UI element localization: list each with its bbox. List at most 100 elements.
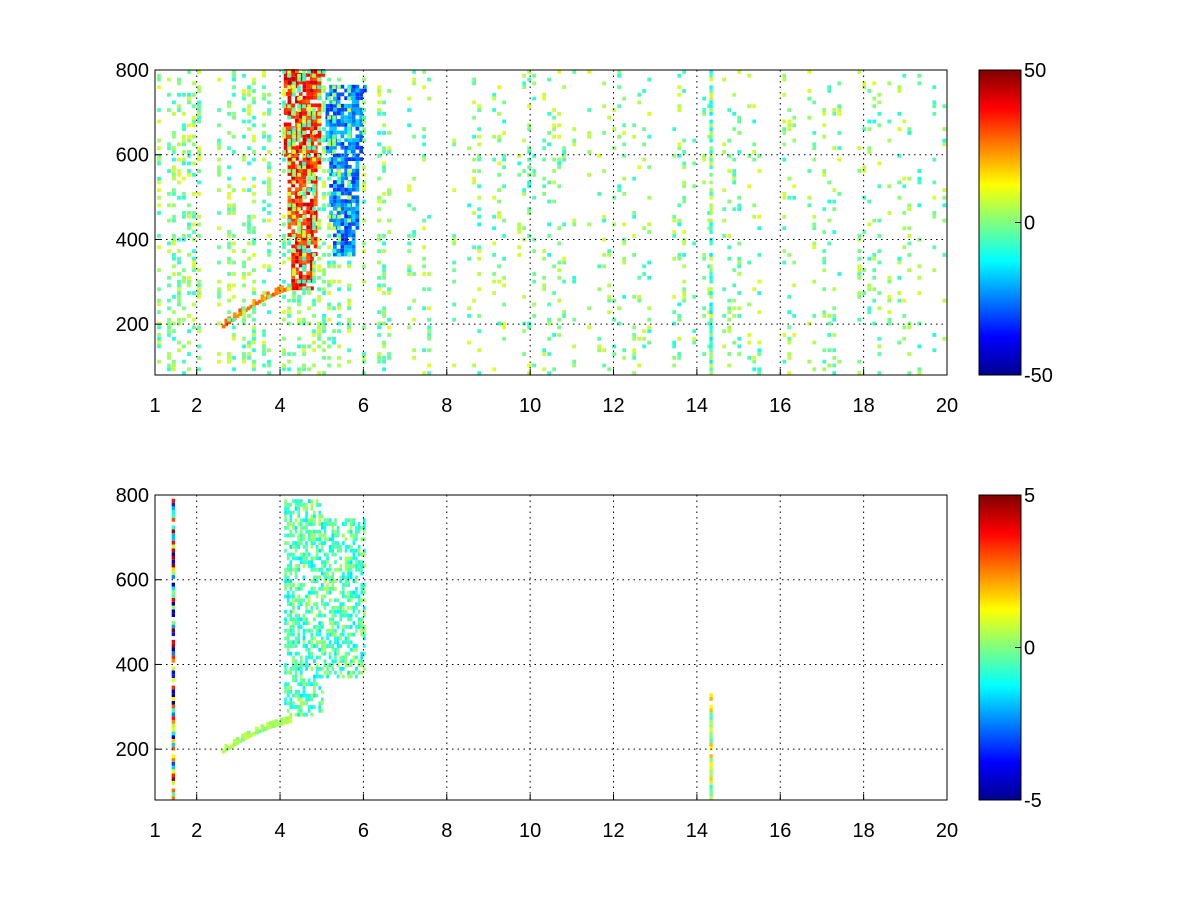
heatmap-cell xyxy=(547,317,551,322)
heatmap-cell xyxy=(334,640,337,645)
heatmap-cell xyxy=(477,184,481,189)
heatmap-cell xyxy=(320,625,324,629)
heatmap-cell xyxy=(295,202,299,207)
heatmap-cell xyxy=(302,321,306,326)
heatmap-cell xyxy=(709,123,713,128)
heatmap-cell xyxy=(157,344,161,349)
heatmap-cell xyxy=(305,514,308,519)
heatmap-cell xyxy=(326,518,329,523)
heatmap-cell xyxy=(242,310,246,314)
heatmap-cell xyxy=(295,153,299,157)
heatmap-cell xyxy=(287,111,292,115)
heatmap-cell xyxy=(252,100,256,105)
heatmap-cell xyxy=(737,272,742,276)
heatmap-cell xyxy=(302,119,306,124)
heatmap-cell xyxy=(271,724,276,728)
heatmap-cell xyxy=(340,180,345,184)
heatmap-cell xyxy=(327,336,331,341)
heatmap-cell xyxy=(344,103,348,108)
heatmap-cell xyxy=(757,348,762,353)
heatmap-cell xyxy=(527,211,531,215)
heatmap-cell xyxy=(382,268,386,273)
heatmap-cell xyxy=(305,617,308,622)
heatmap-cell xyxy=(267,211,271,215)
heatmap-cell xyxy=(377,85,381,90)
heatmap-cell xyxy=(322,138,326,143)
heatmap-cell xyxy=(262,302,266,307)
heatmap-cell xyxy=(252,176,256,181)
heatmap-cell xyxy=(832,188,837,192)
heatmap-cell xyxy=(284,525,287,530)
heatmap-cell xyxy=(286,686,290,690)
heatmap-cell xyxy=(298,194,303,199)
heatmap-cell xyxy=(337,207,341,212)
heatmap-cell xyxy=(230,744,234,749)
heatmap-cell xyxy=(334,552,337,557)
heatmap-cell xyxy=(298,252,303,256)
heatmap-cell xyxy=(306,244,311,249)
heatmap-cell xyxy=(737,260,742,265)
heatmap-cell xyxy=(887,310,892,314)
heatmap-cell xyxy=(307,560,311,565)
heatmap-cell xyxy=(283,84,288,89)
heatmap-cell xyxy=(297,96,301,101)
heatmap-cell xyxy=(344,567,348,572)
heatmap-cell xyxy=(267,108,271,112)
heatmap-cell xyxy=(167,275,171,280)
heatmap-cell xyxy=(284,586,287,591)
heatmap-cell xyxy=(357,670,361,675)
heatmap-cell xyxy=(363,609,366,614)
heatmap-cell xyxy=(344,149,348,154)
heatmap-cell xyxy=(347,306,351,311)
heatmap-cell xyxy=(326,632,329,637)
heatmap-cell xyxy=(637,363,642,368)
heatmap-cell xyxy=(282,720,287,725)
heatmap-cell xyxy=(315,548,319,553)
heatmap-cell xyxy=(522,188,526,192)
x-tick-label: 1 xyxy=(149,820,160,842)
heatmap-cell xyxy=(315,632,319,637)
heatmap-cell xyxy=(284,514,287,519)
heatmap-cell xyxy=(291,255,296,260)
heatmap-cell xyxy=(317,133,322,138)
heatmap-cell xyxy=(787,325,792,330)
heatmap-cell xyxy=(757,310,762,314)
heatmap-cell xyxy=(320,586,324,591)
heatmap-cell xyxy=(297,302,301,307)
heatmap-cell xyxy=(412,355,416,360)
heatmap-cell xyxy=(427,287,431,292)
heatmap-cell xyxy=(323,575,327,580)
x-tick-label: 14 xyxy=(686,395,708,417)
heatmap-cell xyxy=(297,77,301,82)
heatmap-cell xyxy=(857,371,862,375)
heatmap-cell xyxy=(351,176,356,181)
heatmap-cell xyxy=(299,518,303,523)
heatmap-cell xyxy=(341,640,345,645)
heatmap-cell xyxy=(347,663,350,667)
heatmap-cell xyxy=(407,264,411,269)
heatmap-cell xyxy=(737,256,742,261)
heatmap-cell xyxy=(347,518,350,523)
heatmap-cell xyxy=(177,272,181,276)
heatmap-cell xyxy=(827,348,832,353)
heatmap-cell xyxy=(612,298,617,303)
heatmap-cell xyxy=(262,199,266,204)
heatmap-cell xyxy=(332,336,336,341)
heatmap-cell xyxy=(337,176,341,181)
heatmap-cell xyxy=(347,119,352,123)
heatmap-cell xyxy=(312,222,316,227)
heatmap-cell xyxy=(284,670,287,675)
heatmap-cell xyxy=(709,279,713,284)
heatmap-cell xyxy=(722,314,727,318)
heatmap-cell xyxy=(310,133,314,138)
heatmap-cell xyxy=(709,359,713,364)
heatmap-cell xyxy=(255,301,259,306)
heatmap-cell xyxy=(377,333,381,337)
heatmap-cell xyxy=(547,352,551,356)
y-tick-label: 200 xyxy=(116,739,149,761)
heatmap-cell xyxy=(292,249,296,253)
heatmap-cell xyxy=(387,287,391,292)
heatmap-cell xyxy=(709,344,713,349)
heatmap-cell xyxy=(709,230,713,234)
heatmap-cell xyxy=(359,134,364,139)
